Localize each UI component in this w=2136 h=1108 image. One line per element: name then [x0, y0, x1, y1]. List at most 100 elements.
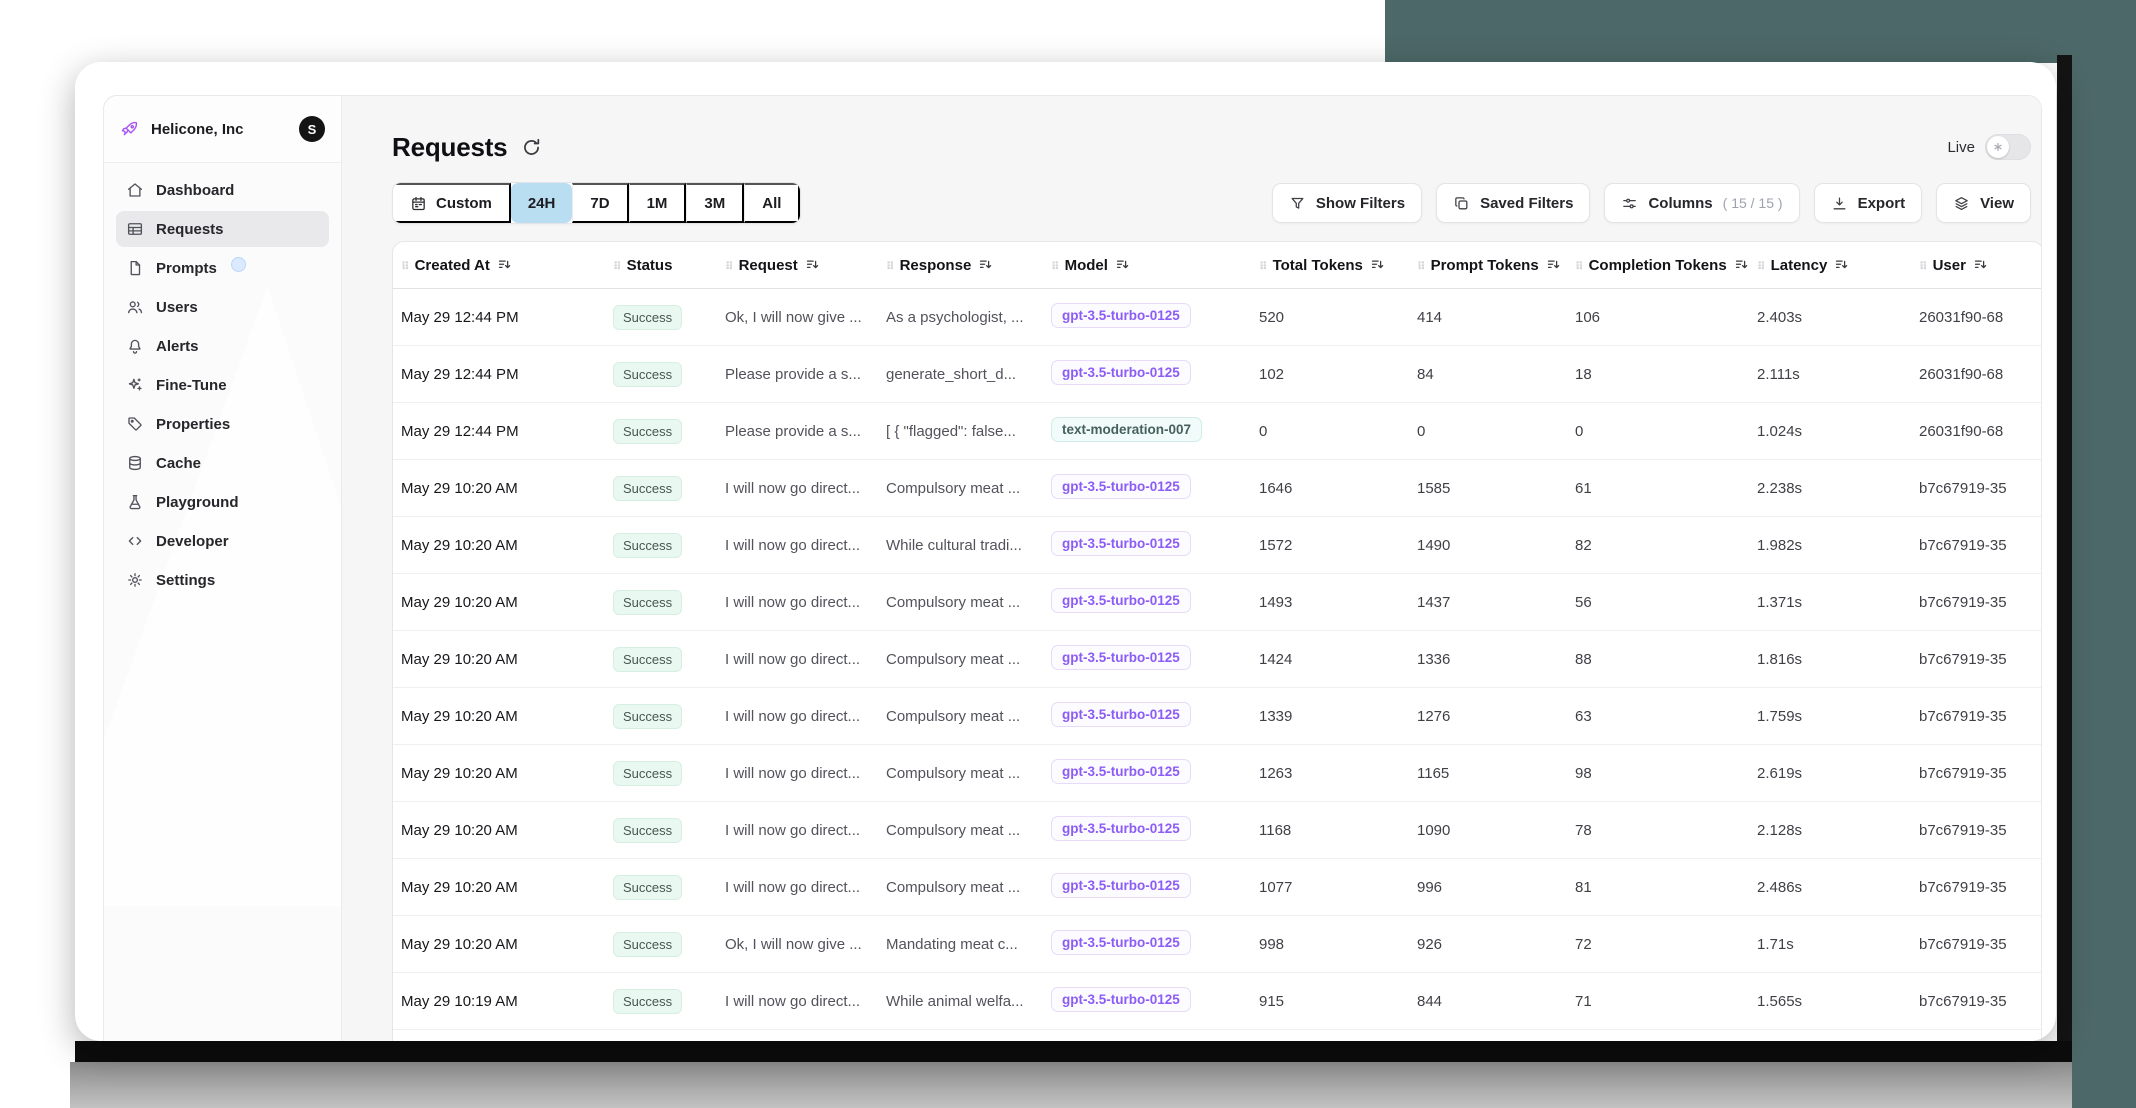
- sidebar-item-label: Properties: [156, 415, 231, 433]
- column-header-status[interactable]: ⠿ Status: [605, 242, 717, 289]
- drag-handle-icon[interactable]: ⠿: [1757, 259, 1766, 273]
- columns-button[interactable]: Columns ( 15 / 15 ): [1604, 183, 1800, 223]
- model-badge: gpt-3.5-turbo-0125: [1051, 530, 1191, 556]
- column-header-user[interactable]: ⠿ User: [1911, 242, 2041, 289]
- column-label: Status: [626, 256, 673, 274]
- column-header-total-tokens[interactable]: ⠿ Total Tokens: [1251, 242, 1409, 289]
- model-cell: gpt-3.5-turbo-0125: [1043, 345, 1251, 403]
- table-row[interactable]: May 29 10:20 AM Success I will now go dire…: [393, 744, 2041, 802]
- avatar[interactable]: S: [299, 116, 325, 142]
- org-switcher[interactable]: Helicone, Inc S: [104, 96, 341, 163]
- table-row[interactable]: May 29 12:44 PM Success Please provide a s…: [393, 345, 2041, 403]
- table-row[interactable]: May 29 10:20 AM Success I will now go dire…: [393, 687, 2041, 745]
- total-tokens-cell: 1646: [1251, 459, 1409, 517]
- response-cell: Compulsory meat ...: [878, 630, 1043, 688]
- column-header-request[interactable]: ⠿ Request: [717, 242, 878, 289]
- sort-icon[interactable]: [497, 257, 512, 272]
- backdrop-dark-right: [2072, 0, 2136, 1108]
- sort-icon[interactable]: [1734, 257, 1749, 272]
- completion-tokens-cell: 71: [1567, 972, 1749, 1030]
- sidebar-item-cache[interactable]: Cache: [116, 445, 329, 481]
- drag-handle-icon[interactable]: ⠿: [1259, 259, 1268, 273]
- sort-icon[interactable]: [978, 257, 993, 272]
- sidebar-item-settings[interactable]: Settings: [116, 562, 329, 598]
- column-header-model[interactable]: ⠿ Model: [1043, 242, 1251, 289]
- time-range-3m[interactable]: 3M: [686, 183, 745, 223]
- sidebar-item-prompts[interactable]: Prompts: [116, 250, 329, 286]
- sidebar-item-alerts[interactable]: Alerts: [116, 328, 329, 364]
- drag-handle-icon[interactable]: ⠿: [613, 259, 622, 273]
- time-range-1m[interactable]: 1M: [628, 183, 687, 223]
- main-content: Requests Live Custom 24H 7D 1M 3M All Show Fi…: [342, 96, 2041, 1041]
- drag-handle-icon[interactable]: ⠿: [1919, 259, 1928, 273]
- sort-icon[interactable]: [1115, 257, 1130, 272]
- table-row[interactable]: May 29 10:20 AM Success I will now go dire…: [393, 858, 2041, 916]
- column-label: Request: [738, 256, 798, 274]
- drag-handle-icon[interactable]: ⠿: [1575, 259, 1584, 273]
- live-toggle[interactable]: [1985, 134, 2031, 160]
- drag-handle-icon[interactable]: ⠿: [725, 259, 734, 273]
- sidebar-item-developer[interactable]: Developer: [116, 523, 329, 559]
- latency-cell: 1.024s: [1749, 402, 1911, 460]
- sidebar-item-playground[interactable]: Playground: [116, 484, 329, 520]
- flask-icon: [126, 493, 144, 511]
- table-row[interactable]: May 29 10:20 AM Success I will now go dire…: [393, 573, 2041, 631]
- sort-icon[interactable]: [1546, 257, 1561, 272]
- drag-handle-icon[interactable]: ⠿: [401, 259, 410, 273]
- view-button[interactable]: View: [1936, 183, 2031, 223]
- sort-icon[interactable]: [805, 257, 820, 272]
- asterisk-icon: [1992, 141, 2004, 153]
- time-range-24h[interactable]: 24H: [510, 183, 573, 223]
- saved-filters-button[interactable]: Saved Filters: [1436, 183, 1591, 223]
- table-row[interactable]: May 29 10:20 AM Success I will now go dire…: [393, 516, 2041, 574]
- time-range-label: 7D: [590, 194, 610, 212]
- drag-handle-icon[interactable]: ⠿: [886, 259, 895, 273]
- sidebar-item-label: Cache: [156, 454, 202, 472]
- model-cell: gpt-3.5-turbo-0125: [1043, 687, 1251, 745]
- prompt-tokens-cell: 844: [1409, 972, 1567, 1030]
- model-badge: gpt-3.5-turbo-0125: [1051, 986, 1191, 1012]
- sidebar-item-label: Dashboard: [156, 181, 235, 199]
- column-header-response[interactable]: ⠿ Response: [878, 242, 1043, 289]
- request-cell: Ok, I will now give ...: [717, 288, 878, 346]
- column-header-prompt-tokens[interactable]: ⠿ Prompt Tokens: [1409, 242, 1567, 289]
- download-icon: [1831, 195, 1848, 212]
- sparkles-icon: [126, 376, 144, 394]
- table-row[interactable]: May 29 12:44 PM Success Ok, I will now giv…: [393, 288, 2041, 346]
- sidebar-item-fine-tune[interactable]: Fine-Tune: [116, 367, 329, 403]
- table-row[interactable]: May 29 10:19 AM Success I will now go dire…: [393, 972, 2041, 1030]
- sidebar-item-requests[interactable]: Requests: [116, 211, 329, 247]
- time-range-7d[interactable]: 7D: [572, 183, 629, 223]
- latency-cell: 1.982s: [1749, 516, 1911, 574]
- model-cell: gpt-3.5-turbo-0125: [1043, 858, 1251, 916]
- sidebar-item-users[interactable]: Users: [116, 289, 329, 325]
- latency-cell: 1.565s: [1749, 972, 1911, 1030]
- time-range-all[interactable]: All: [744, 183, 801, 223]
- table-row[interactable]: May 29 10:20 AM Success I will now go dire…: [393, 630, 2041, 688]
- sort-icon[interactable]: [1973, 257, 1988, 272]
- sort-icon[interactable]: [1370, 257, 1385, 272]
- status-badge: Success: [613, 988, 683, 1014]
- drag-handle-icon[interactable]: ⠿: [1417, 259, 1426, 273]
- sidebar-item-properties[interactable]: Properties: [116, 406, 329, 442]
- total-tokens-cell: 998: [1251, 915, 1409, 973]
- export-button[interactable]: Export: [1813, 183, 1923, 223]
- sort-icon[interactable]: [1834, 257, 1849, 272]
- request-cell: I will now go direct...: [717, 573, 878, 631]
- column-header-completion-tokens[interactable]: ⠿ Completion Tokens: [1567, 242, 1749, 289]
- created-at-cell: May 29 10:20 AM: [393, 630, 605, 688]
- table-row[interactable]: May 29 10:20 AM Success I will now go dire…: [393, 801, 2041, 859]
- table-row[interactable]: May 29 12:44 PM Success Please provide a s…: [393, 402, 2041, 460]
- table-row[interactable]: May 29 10:20 AM Success I will now go dire…: [393, 459, 2041, 517]
- sidebar-item-dashboard[interactable]: Dashboard: [116, 172, 329, 208]
- show-filters-button[interactable]: Show Filters: [1271, 183, 1423, 223]
- created-at-cell: May 29 10:20 AM: [393, 687, 605, 745]
- refresh-icon[interactable]: [521, 137, 542, 158]
- column-header-latency[interactable]: ⠿ Latency: [1749, 242, 1911, 289]
- column-header-created-at[interactable]: ⠿ Created At: [393, 242, 605, 289]
- time-range-custom[interactable]: Custom: [393, 183, 511, 223]
- status-cell: Success: [605, 915, 717, 973]
- drag-handle-icon[interactable]: ⠿: [1051, 259, 1060, 273]
- table-row[interactable]: May 29 10:20 AM Success Ok, I will now giv…: [393, 915, 2041, 973]
- response-cell: Compulsory meat ...: [878, 801, 1043, 859]
